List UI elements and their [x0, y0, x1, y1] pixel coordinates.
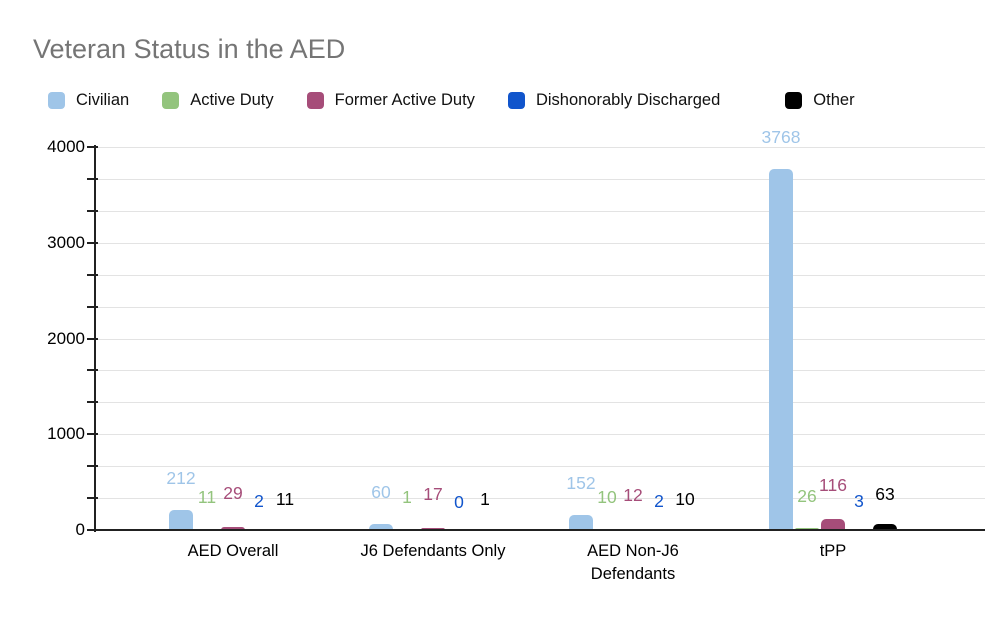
legend-item: Civilian: [48, 91, 129, 110]
bar-value-label: 63: [875, 483, 895, 504]
gridline: [96, 178, 985, 180]
bar-value-label: 3768: [761, 127, 801, 148]
x-axis-line: [94, 529, 985, 531]
y-axis-tick-label: 4000: [47, 137, 85, 156]
legend-label: Civilian: [76, 91, 130, 109]
gridline: [96, 370, 985, 372]
bar-value-label: 1: [480, 488, 490, 509]
bar-value-label: 26: [797, 485, 817, 506]
bar-value-label: 17: [423, 484, 443, 505]
bar-value-label: 10: [597, 486, 617, 507]
bar-value-label: 2: [654, 490, 664, 511]
y-axis-tick: [87, 497, 98, 500]
y-axis-tick: [87, 369, 98, 372]
y-axis-line: [94, 145, 96, 532]
legend-color-swatch: [48, 92, 65, 109]
gridline: [96, 306, 985, 308]
gridline: [96, 147, 985, 148]
bar-value-label: 0: [454, 492, 464, 512]
y-axis-tick: [87, 177, 98, 180]
gridline: [96, 498, 985, 500]
y-axis-tick: [87, 465, 98, 468]
legend-item: Other: [785, 91, 855, 110]
gridline: [96, 402, 985, 404]
legend-label: Dishonorably Discharged: [535, 91, 721, 109]
legend-label: Other: [813, 91, 855, 109]
bar-value-label: 60: [371, 482, 391, 503]
y-axis-tick: [87, 337, 98, 340]
legend-color-swatch: [162, 92, 180, 109]
bar-value-label: 2: [254, 490, 264, 511]
bar: [569, 515, 593, 530]
bar-value-label: 212: [166, 467, 196, 488]
legend-color-swatch: [507, 92, 525, 109]
y-axis-tick: [87, 241, 98, 244]
category-label: AED Non-J6 Defendants: [587, 542, 679, 584]
y-axis-tick-label: 1000: [47, 424, 85, 444]
y-axis-tick-label: 0: [75, 520, 85, 539]
gridline: [96, 242, 985, 244]
y-axis-tick: [87, 401, 98, 404]
chart-title: Veteran Status in the AED: [33, 34, 346, 64]
y-axis-tick-label: 3000: [47, 232, 85, 252]
legend-label: Active Duty: [190, 91, 274, 109]
bar-value-label: 29: [223, 483, 243, 504]
legend-label: Former Active Duty: [334, 91, 475, 109]
gridline: [96, 466, 985, 468]
legend-item: Former Active Duty: [306, 91, 475, 110]
bar-value-label: 152: [566, 473, 596, 494]
bar: [169, 509, 193, 530]
bar-value-label: 11: [275, 488, 295, 509]
legend-color-swatch: [306, 92, 324, 109]
bar: [769, 169, 793, 530]
bar: [221, 527, 245, 530]
legend: Civilian Active Duty Former Active Duty Dis…: [48, 91, 855, 110]
bar-value-label: 12: [623, 484, 643, 505]
gridline: [96, 338, 985, 340]
bar-value-label: 116: [819, 474, 847, 495]
legend-color-swatch: [785, 92, 803, 109]
y-axis-tick-label: 2000: [47, 328, 85, 348]
bar: [821, 518, 845, 530]
bar: [873, 523, 897, 530]
y-axis-tick: [87, 273, 98, 276]
y-axis-tick: [87, 146, 98, 148]
category-label: tPP: [819, 542, 847, 560]
legend-item: Active Duty: [162, 91, 274, 110]
category-label: AED Overall: [187, 542, 279, 560]
gridline: [96, 274, 985, 276]
y-axis-tick: [87, 209, 98, 212]
bar-value-label: 1: [402, 486, 412, 507]
category-label: J6 Defendants Only: [360, 542, 506, 560]
y-axis-tick: [87, 529, 98, 531]
y-axis-tick: [87, 305, 98, 308]
gridline: [96, 210, 985, 212]
bar: [795, 527, 819, 530]
bar-value-label: 3: [854, 490, 864, 511]
bar-value-label: 11: [197, 486, 217, 507]
y-axis-tick: [87, 433, 98, 436]
legend-item: Dishonorably Discharged: [507, 91, 721, 110]
bar: [369, 524, 393, 530]
gridline: [96, 434, 985, 436]
bar-value-label: 10: [675, 488, 695, 509]
